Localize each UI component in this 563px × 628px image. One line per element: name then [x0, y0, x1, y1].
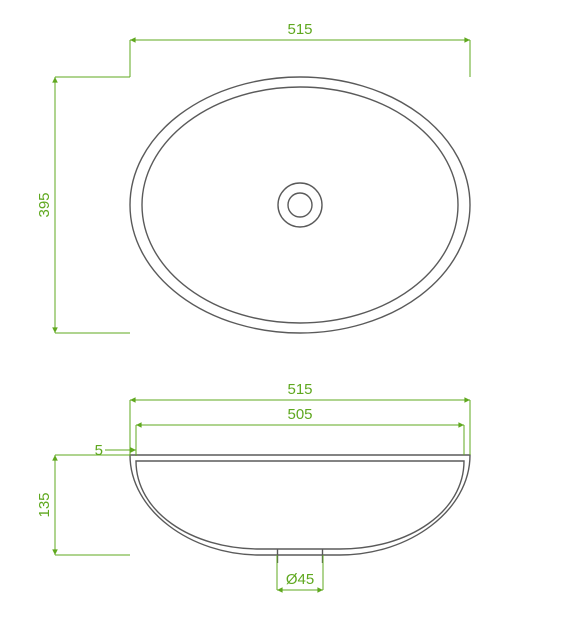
dim-top-width: 515: [130, 21, 470, 77]
drain-inner: [288, 193, 312, 217]
dim-drain-diameter: Ø45: [277, 555, 323, 590]
svg-text:515: 515: [287, 21, 312, 38]
basin-inner-rim: [142, 87, 458, 323]
dim-side-width-inner: 505: [136, 406, 464, 455]
side-view: [130, 455, 470, 563]
svg-text:135: 135: [36, 492, 53, 517]
dim-top-height: 395: [36, 77, 130, 333]
top-view: [130, 77, 470, 333]
svg-text:Ø45: Ø45: [286, 571, 314, 588]
svg-text:515: 515: [287, 381, 312, 398]
basin-outer-rim: [130, 77, 470, 333]
svg-text:505: 505: [287, 406, 312, 423]
svg-text:395: 395: [36, 192, 53, 217]
svg-text:5: 5: [95, 442, 103, 459]
drain-outer: [278, 183, 322, 227]
basin-profile-outer: [130, 455, 470, 555]
dim-rim-thickness: 5: [95, 428, 136, 459]
dim-side-height: 135: [36, 455, 130, 555]
technical-drawing: 515 395 515 505 5 135 Ø45: [0, 0, 563, 623]
